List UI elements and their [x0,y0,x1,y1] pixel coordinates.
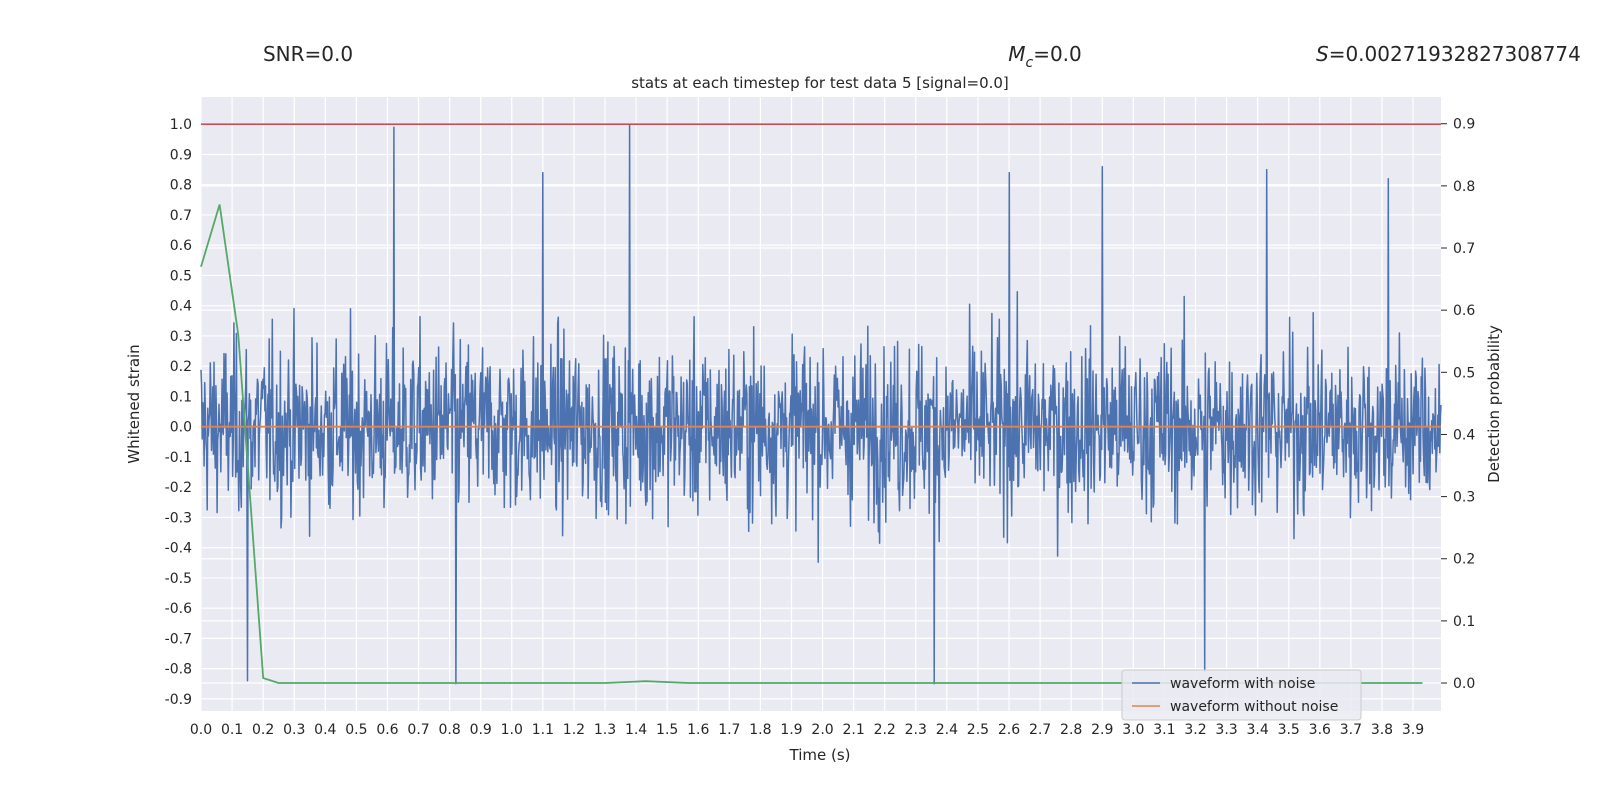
x-tick-label: 0.2 [252,722,274,738]
s-symbol: S [1316,42,1329,66]
y-tick-label: -0.3 [165,510,192,526]
x-tick-label: 2.5 [967,722,989,738]
y-tick-label: -0.7 [165,631,192,647]
y-tick-label: 0.7 [170,208,192,224]
x-tick-label: 3.2 [1184,722,1206,738]
chart-marks [200,123,1442,685]
y-tick-label: -0.4 [165,541,192,557]
y-tick-label: 0.5 [170,268,192,284]
x-tick-label: 3.1 [1153,722,1175,738]
y2-tick-label: 0.4 [1453,427,1475,443]
y2-tick-label: 0.5 [1453,365,1475,381]
x-tick-label: 3.4 [1247,722,1269,738]
s-value: =0.00271932827308774 [1329,42,1581,66]
x-tick-label: 2.2 [874,722,896,738]
y2-tick-label: 0.1 [1453,614,1475,630]
y-tick-label: -0.2 [165,480,192,496]
y-tick-label: 0.3 [170,329,192,345]
x-tick-label: 0.1 [221,722,243,738]
y2-axis-label: Detection probability [1485,325,1503,483]
y-tick-label: 0.0 [170,420,192,436]
y-tick-label: 0.2 [170,359,192,375]
x-tick-label: 3.6 [1309,722,1331,738]
x-tick-label: 2.4 [936,722,958,738]
legend-label-with-noise: waveform with noise [1170,676,1315,692]
mc-subscript: c [1025,55,1033,71]
legend: waveform with noise waveform without noi… [1121,669,1362,721]
x-tick-label: 1.5 [656,722,678,738]
y-axis-label: Whitened strain [125,344,143,463]
y-tick-label: 0.1 [170,389,192,405]
x-tick-label: 0.4 [314,722,336,738]
x-tick-label: 0.3 [283,722,305,738]
chart-title: stats at each timestep for test data 5 [… [631,74,1009,92]
y2-tick-label: 0.2 [1453,552,1475,568]
x-axis-label: Time (s) [789,746,851,764]
x-tick-label: 1.4 [625,722,647,738]
y2-tick-label: 0.6 [1453,303,1475,319]
x-tick-label: 0.0 [190,722,212,738]
y-tick-label: 0.4 [170,299,192,315]
x-tick-label: 2.3 [905,722,927,738]
y-tick-label: 0.8 [170,178,192,194]
x-tick-label: 1.2 [563,722,585,738]
x-tick-label: 0.9 [470,722,492,738]
x-tick-label: 3.8 [1371,722,1393,738]
y2-tick-label: 0.7 [1453,241,1475,257]
x-tick-label: 3.3 [1215,722,1237,738]
x-tick-label: 0.6 [376,722,398,738]
x-tick-label: 1.3 [594,722,616,738]
x-tick-label: 1.0 [501,722,523,738]
x-tick-label: 3.5 [1278,722,1300,738]
y2-tick-label: 0.3 [1453,490,1475,506]
x-tick-label: 2.6 [998,722,1020,738]
legend-box [1121,669,1362,721]
waveform-with-noise-line [200,123,1442,685]
x-tick-label: 2.7 [1029,722,1051,738]
y-tick-label: -0.1 [165,450,192,466]
x-tick-label: 1.1 [532,722,554,738]
y-tick-label: 0.9 [170,147,192,163]
mc-value: =0.0 [1033,42,1082,66]
x-tick-label: 2.0 [811,722,833,738]
y-tick-label: -0.6 [165,601,192,617]
x-tick-label: 3.9 [1402,722,1424,738]
x-tick-label: 0.8 [438,722,460,738]
x-tick-label: 0.5 [345,722,367,738]
x-tick-label: 2.1 [842,722,864,738]
s-stat: S=0.00271932827308774 [1316,42,1581,66]
x-tick-label: 1.7 [718,722,740,738]
mc-symbol: M [1008,42,1025,66]
x-tick-label: 0.7 [407,722,429,738]
legend-label-without-noise: waveform without noise [1170,699,1338,715]
detection-probability-line [200,204,1423,684]
x-tick-label: 1.6 [687,722,709,738]
y-tick-label: 1.0 [170,117,192,133]
y-tick-label: -0.5 [165,571,192,587]
x-tick-label: 2.9 [1091,722,1113,738]
x-tick-label: 3.0 [1122,722,1144,738]
y-tick-label: -0.9 [165,692,192,708]
x-tick-label: 1.8 [749,722,771,738]
y2-tick-label: 0.9 [1453,117,1475,133]
y-tick-label: 0.6 [170,238,192,254]
y2-tick-label: 0.0 [1453,676,1475,692]
y-tick-label: -0.8 [165,662,192,678]
x-tick-label: 1.9 [780,722,802,738]
x-tick-label: 3.7 [1340,722,1362,738]
mc-stat: Mc=0.0 [1008,42,1082,71]
tick-labels: 0.0 0.1 0.2 0.3 0.4 0.5 0.6 0.7 0.8 0.9 1.0 1.1 1.2 1… [165,117,1476,738]
y2-tick-label: 0.8 [1453,179,1475,195]
x-tick-label: 2.8 [1060,722,1082,738]
snr-stat: SNR=0.0 [263,42,353,66]
